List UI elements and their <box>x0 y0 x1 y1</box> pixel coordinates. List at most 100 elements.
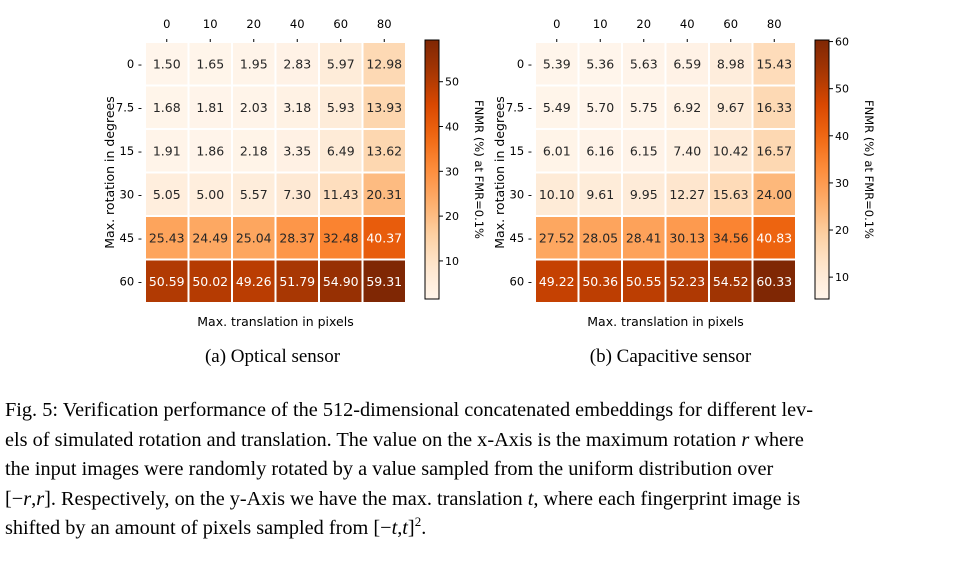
heatmap-cell <box>664 84 710 130</box>
y-axis-label: Max. rotation in degrees <box>492 96 507 248</box>
heatmap-cell <box>144 171 190 217</box>
heatmap-cell <box>751 171 797 217</box>
cell-value-label: 32.48 <box>323 230 359 245</box>
cell-value-label: 25.43 <box>149 230 185 245</box>
heatmap-cell <box>361 171 407 217</box>
heatmap-cell <box>318 258 364 304</box>
caption-line-4: [−r,r]. Respectively, on the y-Axis we h… <box>5 487 801 510</box>
heatmap-cell <box>534 128 580 174</box>
y-tick-label: 45 - <box>120 231 142 245</box>
cell-value-label: 25.04 <box>236 230 272 245</box>
colorbar-tick-label: 30 <box>445 165 459 178</box>
cell-value-label: 60.33 <box>756 274 792 289</box>
heatmap-capacitive-chart: 5.39 5.36 5.63 6.59 8.98 15.43 5.49 5.70 5.75 6.9… <box>492 17 876 329</box>
cell-value-label: 51.79 <box>279 274 315 289</box>
y-tick-label: 30 - <box>120 187 142 201</box>
y-tick-label: 0 - <box>127 57 142 71</box>
heatmap-cell <box>361 41 407 87</box>
cell-value-label: 12.27 <box>669 187 705 202</box>
cell-value-label: 7.40 <box>673 143 701 158</box>
cell-value-label: 54.90 <box>323 274 359 289</box>
x-tick-label: 20 <box>636 17 651 31</box>
cell-value-label: 5.00 <box>196 187 224 202</box>
colorbar-tick-label: 50 <box>445 76 459 89</box>
cell-value-label: 5.70 <box>586 100 614 115</box>
cell-value-label: 6.49 <box>327 143 355 158</box>
cell-value-label: 9.67 <box>717 100 745 115</box>
colorbar-tick-label: 30 <box>835 177 849 190</box>
y-tick-label: 7.5 - <box>116 100 142 114</box>
heatmap-cell <box>577 171 623 217</box>
y-tick-label: 60 - <box>120 274 142 288</box>
cell-value-label: 24.00 <box>756 187 792 202</box>
caption-line-2: els of simulated rotation and translatio… <box>5 428 804 451</box>
heatmap-cell <box>664 171 710 217</box>
colorbar-tick-label: 20 <box>835 224 849 237</box>
cell-value-label: 5.36 <box>586 56 614 71</box>
x-tick-label: 40 <box>680 17 695 31</box>
cell-value-label: 2.83 <box>283 56 311 71</box>
y-tick-label: 30 - <box>510 187 532 201</box>
heatmap-cell <box>274 84 320 130</box>
x-axis-label: Max. translation in pixels <box>587 314 743 329</box>
heatmap-cell <box>708 215 754 261</box>
x-tick-label: 10 <box>593 17 608 31</box>
heatmap-cell <box>361 215 407 261</box>
cell-value-label: 9.61 <box>586 187 614 202</box>
x-tick-label: 0 <box>163 17 170 31</box>
cell-value-label: 10.10 <box>539 187 575 202</box>
y-tick-label: 45 - <box>510 231 532 245</box>
cell-value-label: 5.97 <box>327 56 355 71</box>
cell-value-label: 54.52 <box>713 274 749 289</box>
cell-value-label: 5.39 <box>543 56 571 71</box>
heatmap-cell <box>621 84 667 130</box>
cell-value-label: 1.86 <box>196 143 224 158</box>
cell-value-label: 28.37 <box>279 230 315 245</box>
cell-value-label: 59.31 <box>366 274 402 289</box>
heatmap-cell <box>664 258 710 304</box>
cell-value-label: 50.55 <box>626 274 662 289</box>
colorbar-tick-label: 60 <box>835 36 849 49</box>
cell-value-label: 5.93 <box>327 100 355 115</box>
cell-value-label: 12.98 <box>366 56 402 71</box>
colorbar-tick-label: 10 <box>835 271 849 284</box>
heatmap-cell <box>318 128 364 174</box>
cell-value-label: 6.59 <box>673 56 701 71</box>
colorbar <box>814 39 830 300</box>
heatmap-cell <box>318 215 364 261</box>
cell-value-label: 6.92 <box>673 100 701 115</box>
cell-value-label: 5.49 <box>543 100 571 115</box>
cell-value-label: 15.63 <box>713 187 749 202</box>
x-tick-label: 20 <box>246 17 261 31</box>
heatmap-cell <box>361 84 407 130</box>
colorbar <box>424 39 440 300</box>
cell-value-label: 3.35 <box>283 143 311 158</box>
heatmap-cell <box>144 258 190 304</box>
cell-value-label: 20.31 <box>366 187 402 202</box>
heatmap-cell <box>187 84 233 130</box>
cell-value-label: 5.57 <box>240 187 268 202</box>
x-tick-label: 80 <box>767 17 782 31</box>
cell-value-label: 2.18 <box>240 143 268 158</box>
cell-value-label: 40.83 <box>756 230 792 245</box>
caption-line-1: Fig. 5: Verification performance of the … <box>5 399 813 421</box>
heatmap-cell <box>187 171 233 217</box>
cell-value-label: 15.43 <box>756 56 792 71</box>
cell-value-label: 34.56 <box>713 230 749 245</box>
colorbar-label: FNMR (%) at FMR=0.1% <box>862 100 876 239</box>
cell-value-label: 24.49 <box>192 230 228 245</box>
x-tick-label: 40 <box>290 17 305 31</box>
heatmap-cell <box>534 258 580 304</box>
heatmap-cell <box>318 171 364 217</box>
heatmap-cell <box>751 128 797 174</box>
caption-line-3: the input images were randomly rotated b… <box>5 458 774 480</box>
colorbar-label: FNMR (%) at FMR=0.1% <box>472 100 485 239</box>
cell-value-label: 50.36 <box>582 274 618 289</box>
heatmap-cell <box>621 128 667 174</box>
cell-value-label: 1.68 <box>153 100 181 115</box>
x-axis-label: Max. translation in pixels <box>197 314 353 329</box>
cell-value-label: 6.15 <box>630 143 658 158</box>
panel-caption-optical: (a) Optical sensor <box>204 346 341 367</box>
cell-value-label: 5.05 <box>153 187 181 202</box>
cell-value-label: 13.62 <box>366 143 402 158</box>
